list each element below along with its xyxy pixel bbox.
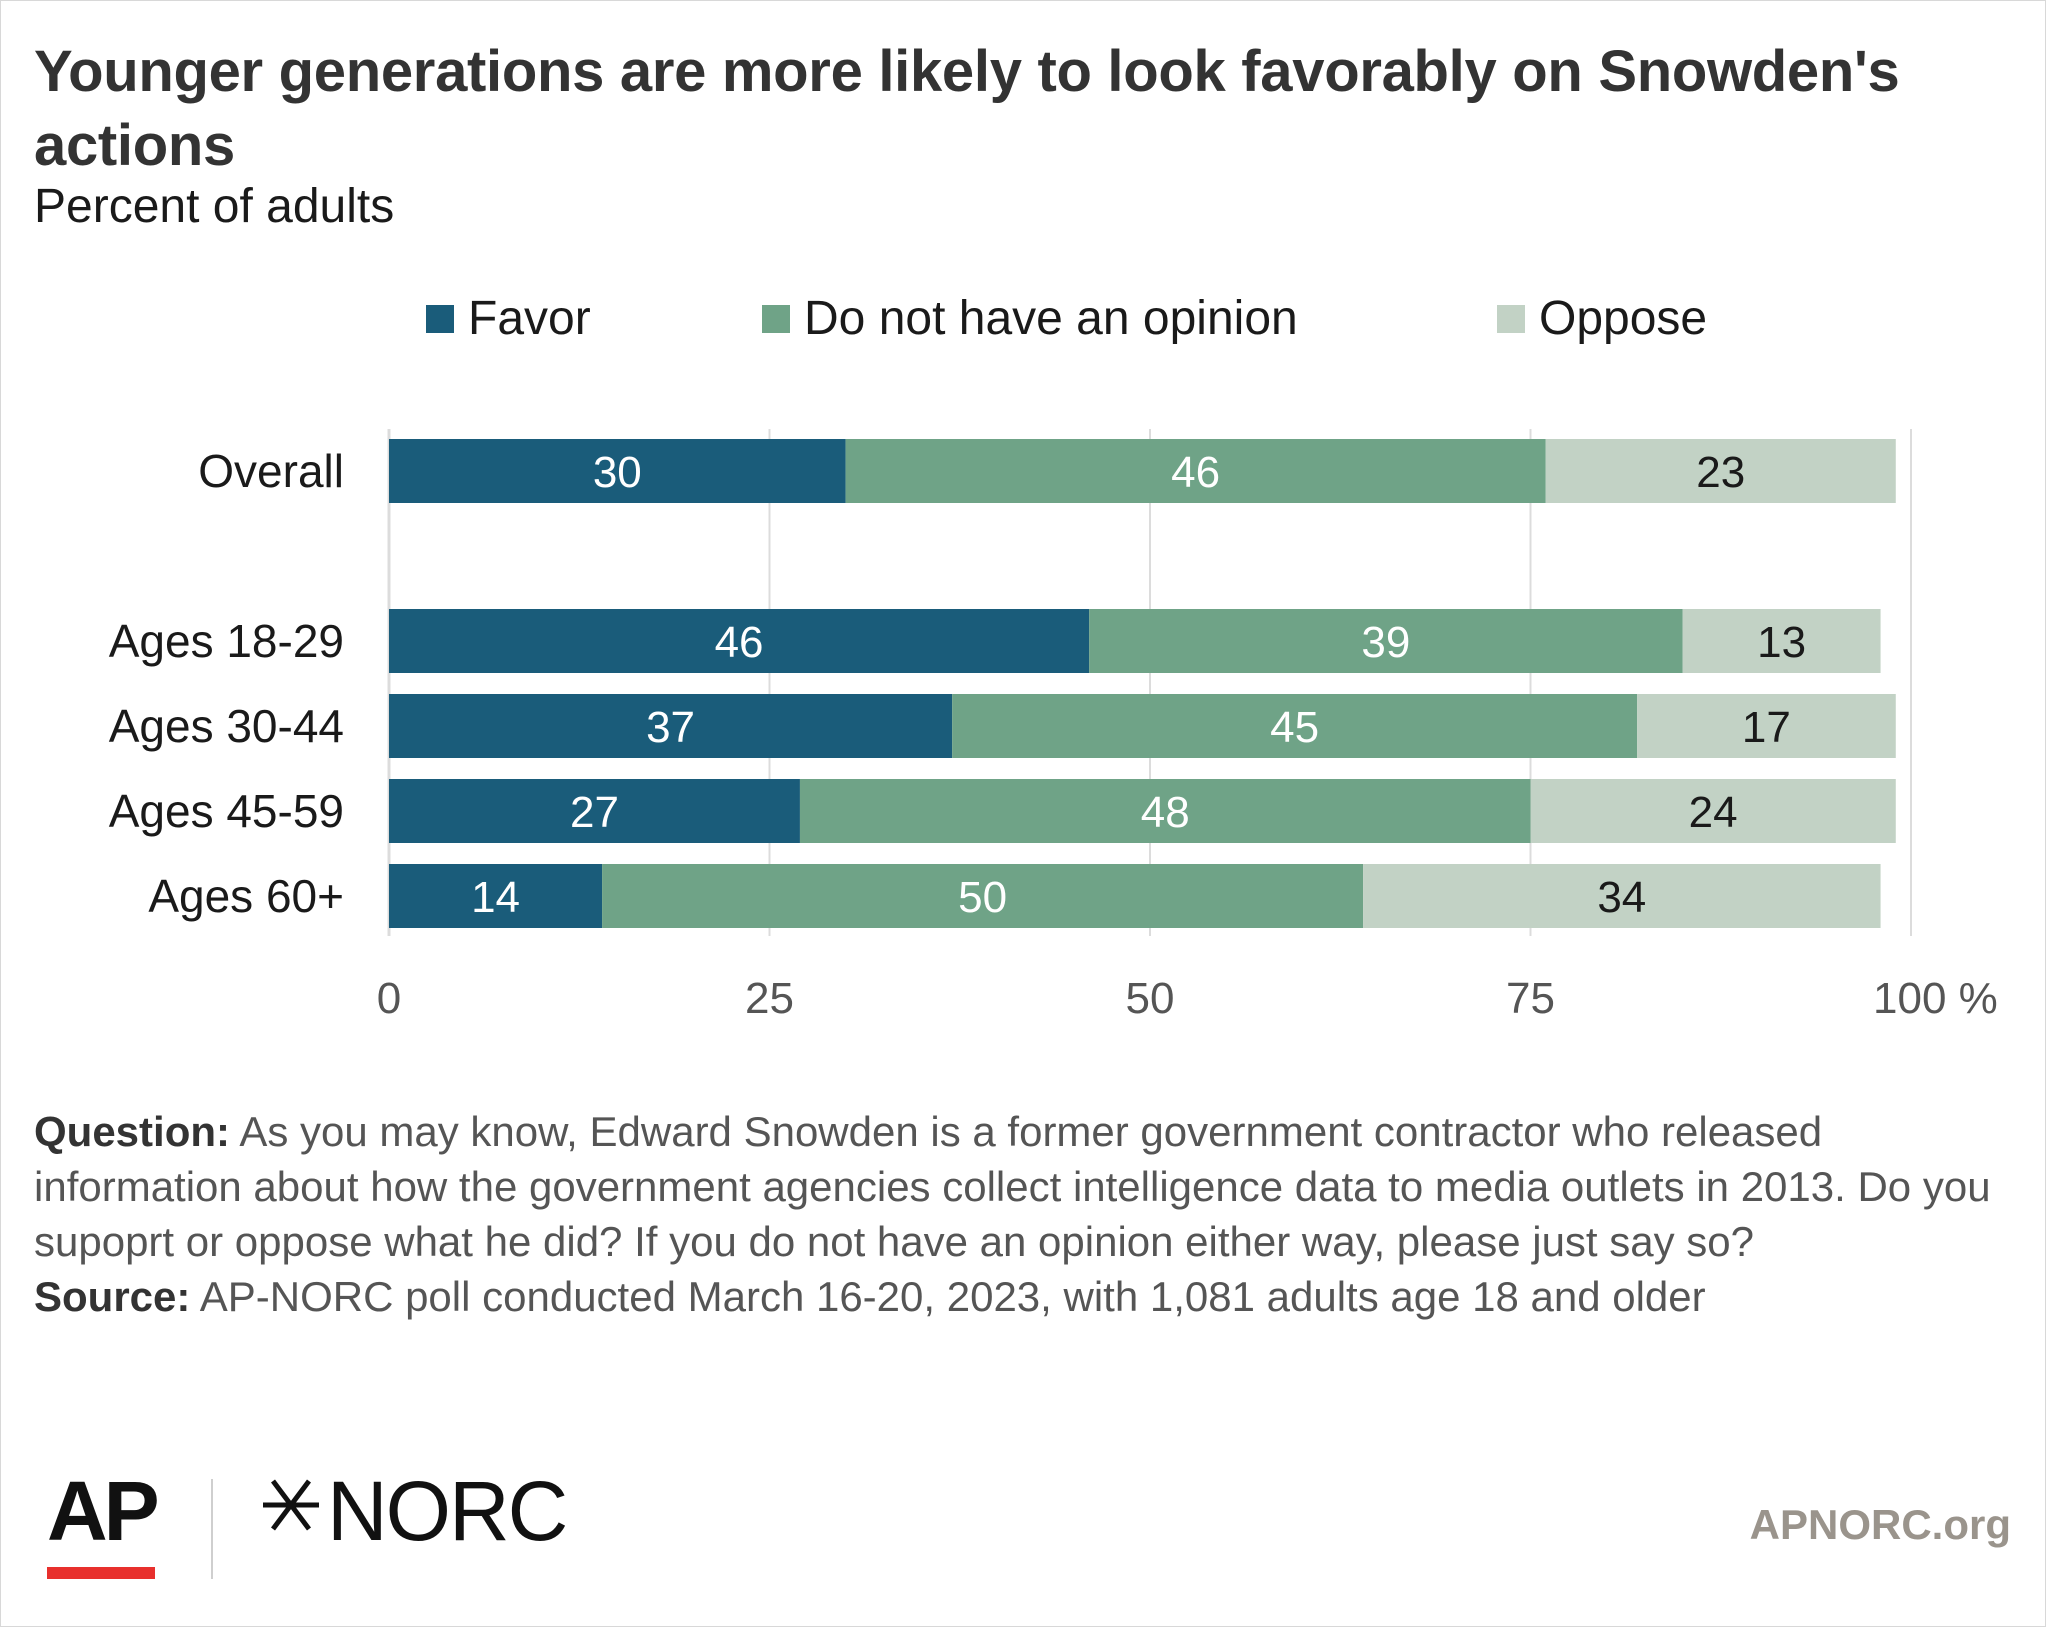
x-tick-label-0: 0	[377, 974, 401, 1023]
data-label-2-0: 37	[646, 703, 695, 752]
category-label-2: Ages 30-44	[109, 700, 344, 752]
bar-4-1	[602, 864, 1364, 928]
source-text: AP-NORC poll conducted March 16-20, 2023…	[190, 1273, 1706, 1320]
question-label: Question:	[34, 1108, 230, 1155]
data-label-1-1: 39	[1361, 618, 1410, 667]
bar-1-2	[1682, 609, 1881, 673]
chart-subtitle: Percent of adults	[34, 180, 395, 233]
data-label-2-2: 17	[1742, 703, 1791, 752]
legend-label-oppose: Oppose	[1539, 292, 1708, 345]
data-label-4-1: 50	[958, 873, 1007, 922]
legend-swatch-favor	[426, 304, 454, 333]
category-label-1: Ages 18-29	[109, 615, 344, 667]
bar-1-1	[1089, 609, 1683, 673]
source-label: Source:	[34, 1273, 191, 1320]
data-label-0-1: 46	[1171, 448, 1220, 497]
data-label-0-0: 30	[593, 448, 642, 497]
x-tick-label-4: 100 %	[1873, 974, 1998, 1023]
bar-3-0	[389, 779, 800, 843]
bar-2-0	[389, 694, 953, 758]
data-label-1-2: 13	[1757, 618, 1806, 667]
category-label-0: Overall	[198, 445, 344, 497]
x-tick-label-3: 75	[1506, 974, 1555, 1023]
bar-1-0	[389, 609, 1090, 673]
bar-3-1	[799, 779, 1531, 843]
bar-2-1	[952, 694, 1638, 758]
legend-label-favor: Favor	[468, 292, 591, 345]
ap-logo-bar	[47, 1567, 155, 1579]
bar-0-0	[389, 439, 846, 503]
norc-star-icon	[263, 1479, 319, 1531]
bar-2-2	[1637, 694, 1896, 758]
legend-swatch-oppose	[1497, 304, 1525, 333]
footer-divider	[211, 1479, 213, 1579]
data-label-4-0: 14	[471, 873, 520, 922]
data-label-3-2: 24	[1689, 788, 1738, 837]
question-text: As you may know, Edward Snowden is a for…	[34, 1108, 1991, 1265]
legend-item-favor: Favor	[426, 291, 591, 346]
bar-3-2	[1530, 779, 1896, 843]
category-label-4: Ages 60+	[148, 870, 344, 922]
chart-title: Younger generations are more likely to l…	[34, 39, 1900, 178]
data-label-0-2: 23	[1696, 448, 1745, 497]
ap-logo: AP	[47, 1464, 160, 1558]
data-label-3-1: 48	[1141, 788, 1190, 837]
bar-4-0	[389, 864, 603, 928]
data-label-2-1: 45	[1270, 703, 1319, 752]
bar-0-1	[845, 439, 1546, 503]
chart-notes: Question: As you may know, Edward Snowde…	[34, 1104, 2014, 1324]
legend-swatch-no-opinion	[762, 304, 790, 333]
legend: Favor Do not have an opinion Oppose	[1, 291, 2048, 351]
legend-item-oppose: Oppose	[1497, 291, 1707, 346]
data-label-4-2: 34	[1597, 873, 1646, 922]
legend-item-no-opinion: Do not have an opinion	[762, 291, 1298, 346]
data-label-3-0: 27	[570, 788, 619, 837]
bar-4-2	[1363, 864, 1881, 928]
apnorc-url: APNORC.org	[1749, 1501, 2011, 1548]
data-label-1-0: 46	[715, 618, 764, 667]
x-tick-label-1: 25	[745, 974, 794, 1023]
legend-label-no-opinion: Do not have an opinion	[804, 292, 1298, 345]
category-label-3: Ages 45-59	[109, 785, 344, 837]
x-tick-label-2: 50	[1126, 974, 1175, 1023]
norc-logo: NORC	[327, 1464, 568, 1558]
bar-0-2	[1545, 439, 1896, 503]
